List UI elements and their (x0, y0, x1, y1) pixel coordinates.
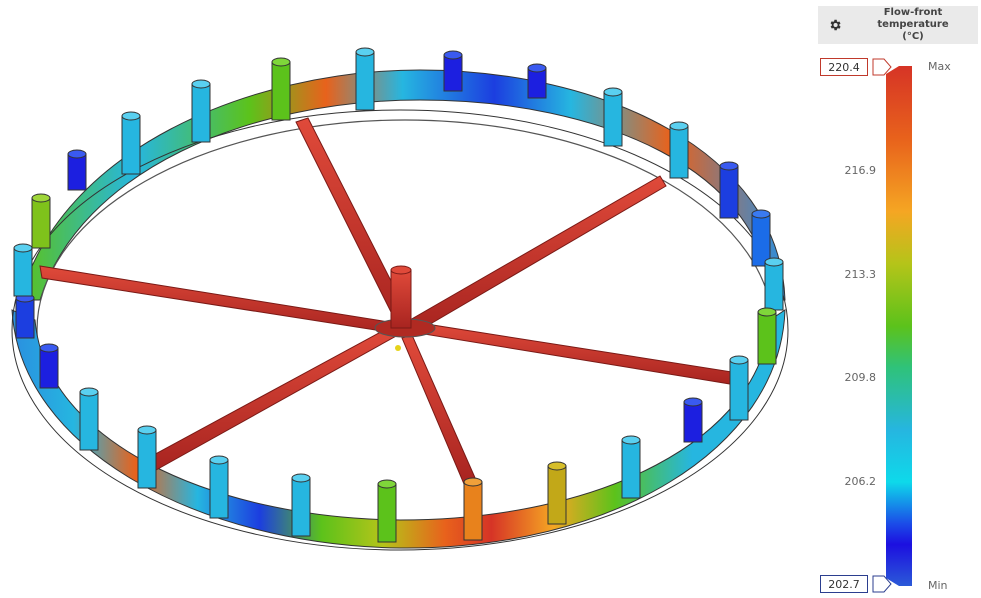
pin (15, 293, 35, 339)
pin (757, 307, 777, 365)
pin (121, 111, 141, 175)
tick-label: 216.9 (844, 164, 877, 177)
pin (683, 397, 703, 443)
pin (209, 455, 229, 519)
max-value-field[interactable]: 220.4 (820, 58, 868, 76)
gear-icon[interactable] (822, 18, 848, 32)
pin (603, 87, 623, 147)
tick-label: 206.2 (844, 475, 877, 488)
pin (751, 209, 771, 267)
pin (31, 193, 51, 249)
min-label: Min (928, 579, 948, 592)
pin (764, 257, 784, 311)
pin (13, 243, 33, 297)
pin (355, 47, 375, 111)
pin (719, 161, 739, 219)
pin (443, 50, 463, 92)
runner-arm (401, 334, 477, 485)
simulation-viewport[interactable] (0, 0, 810, 594)
pin (39, 343, 59, 389)
pin (377, 479, 397, 543)
min-value-field[interactable]: 202.7 (820, 575, 868, 593)
color-legend-panel: Flow-front temperature (°C) 220.4 Max 21… (812, 0, 981, 594)
pin (463, 477, 483, 541)
pin (527, 63, 547, 99)
runner-arm (409, 175, 667, 331)
runner-arm (39, 265, 396, 334)
color-scale-bar (886, 66, 912, 586)
tick-label: 213.3 (844, 268, 877, 281)
runner-arm (147, 326, 399, 471)
pin (729, 355, 749, 421)
pin (191, 79, 211, 143)
runner-arm (417, 322, 733, 385)
pin-group (13, 47, 784, 543)
pin (79, 387, 99, 451)
legend-title: Flow-front temperature (°C) (877, 7, 949, 42)
pin (291, 473, 311, 537)
max-slider-handle[interactable] (872, 58, 892, 76)
max-label: Max (928, 60, 951, 73)
pin (271, 57, 291, 121)
legend-header[interactable]: Flow-front temperature (°C) (818, 6, 978, 44)
sprue (390, 269, 412, 329)
tick-label: 209.8 (844, 371, 877, 384)
pin (547, 461, 567, 525)
pin (669, 121, 689, 179)
pin (621, 435, 641, 499)
min-slider-handle[interactable] (872, 575, 892, 593)
ring-mold-model (11, 47, 789, 551)
pin (137, 425, 157, 489)
pin (67, 149, 87, 191)
